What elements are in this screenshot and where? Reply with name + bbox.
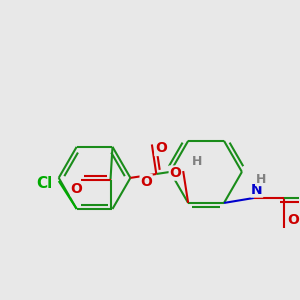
Text: O: O [169,166,181,180]
Text: O: O [288,213,300,227]
Text: N: N [251,183,263,197]
Text: H: H [192,154,202,168]
Text: O: O [71,182,82,196]
Text: O: O [140,175,152,189]
Text: Cl: Cl [37,176,53,190]
Text: H: H [256,172,266,185]
Text: O: O [155,141,167,155]
